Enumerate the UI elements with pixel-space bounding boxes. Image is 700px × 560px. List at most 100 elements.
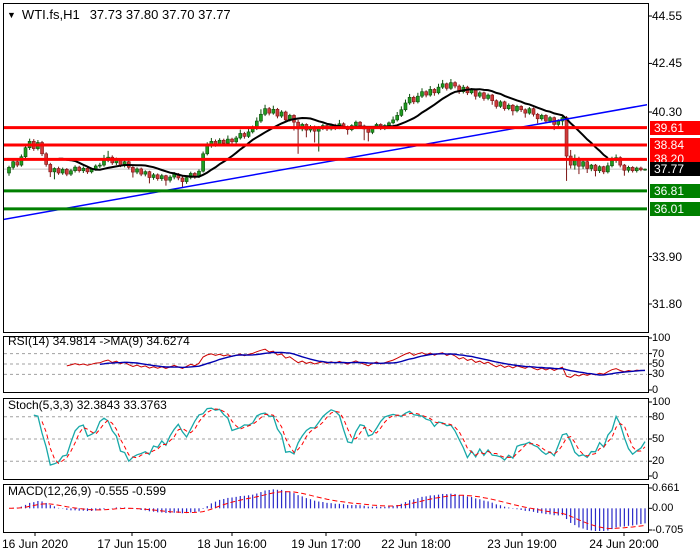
candle-body [56,168,61,174]
candle-body [69,170,73,175]
candle-body [498,101,503,107]
candle-body [358,121,362,127]
stoch-k-line[interactable] [33,407,646,466]
rsi-ma-line[interactable] [99,351,646,376]
candle-body [7,167,11,174]
candle-body [184,177,189,182]
current-price-badge: 37.77 [650,162,700,177]
candle-body [449,82,453,89]
candle-body [135,168,139,173]
candle-body [155,174,160,179]
time-tick-label: 18 Jun 16:00 [197,537,267,551]
stoch-scale-label: 100 [652,396,671,408]
candle-body [60,169,65,174]
macd-indicator-label: MACD(12,26,9) -0.555 -0.599 [8,484,167,498]
candle-body [601,166,606,173]
stoch-scale-label: 80 [652,410,665,423]
rsi-indicator-label: RSI(14) 34.9814 ->MA(9) 34.6274 [8,334,190,348]
candle-body [48,164,53,173]
candle-body [606,165,610,173]
candle-body [502,101,507,109]
candle-body [527,108,532,114]
macd-scale-label: 0.661 [652,482,680,494]
candle-body [420,91,424,97]
candle-body [234,137,238,143]
candle-body [226,138,230,144]
candle-body [283,111,288,121]
price-tick-label: 33.90 [652,249,683,264]
candle-body [201,153,205,172]
trendline[interactable] [3,103,648,221]
candle-body [531,108,536,115]
candle-body [539,115,544,120]
price-tick-label: 31.80 [652,297,683,311]
candle-body [259,113,263,122]
candle-body [354,121,358,126]
candle-body [544,115,548,122]
candle-body [180,177,185,182]
candle-body [581,161,585,167]
candle-body [564,117,569,157]
candle-body [630,167,635,172]
ohlc-values: 37.73 37.80 37.70 37.77 [89,7,231,22]
candle-body [160,175,164,179]
candle-body [506,104,511,109]
candle-body [81,167,86,172]
candle-body [23,147,28,158]
time-tick-label: 17 Jun 15:00 [97,537,167,551]
resistance-price-badge: 39.61 [650,120,700,135]
candle-body [102,160,106,166]
support-price-badge: 36.81 [650,183,700,198]
time-tick-label: 16 Jun 2020 [1,537,69,551]
rsi-scale-label: 30 [652,368,665,381]
candle-body [453,82,457,87]
stoch-d-line[interactable] [41,408,646,465]
symbol-timeframe-label: WTI.fs,H1 [21,7,80,22]
rsi-scale-label: 70 [652,347,665,360]
price-tick-label: 42.45 [652,56,683,71]
ma-line[interactable] [58,88,609,178]
candle-body [391,119,395,124]
candle-body [271,108,276,114]
stoch-indicator-label: Stoch(5,3,3) 32.3843 33.3763 [8,398,167,412]
main-plot-group [3,79,648,221]
candle-body [411,97,416,103]
candle-body [643,168,647,171]
candle-body [73,166,77,172]
candle-body [440,83,445,88]
time-tick-label: 22 Jun 18:00 [381,537,451,551]
candle-body [164,175,168,181]
candle-body [15,161,20,166]
candle-body [52,168,57,173]
candle-body [519,106,523,111]
time-tick-label: 24 Jun 20:00 [589,537,659,551]
candle-body [490,94,495,102]
time-tick-label: 23 Jun 19:00 [487,537,557,551]
rsi-scale-label: 100 [652,332,671,344]
time-tick-label: 19 Jun 17:00 [291,537,361,551]
macd-signal-line[interactable] [8,491,646,530]
candle-body [263,108,267,115]
candle-body [523,109,528,114]
candle-body [482,92,486,99]
stoch-scale-label: 50 [652,433,665,445]
candle-body [205,145,210,155]
candle-body [597,166,602,172]
candle-body [238,133,243,139]
candle-body [279,111,284,117]
symbol-dropdown-icon[interactable]: ▼ [7,10,16,20]
candle-body [387,122,391,126]
candle-body [366,128,371,133]
candle-body [432,89,437,94]
candle-body [511,104,515,112]
candle-body [77,166,82,172]
candle-body [556,120,561,125]
candle-body [424,91,428,96]
candle-body [515,106,519,112]
candle-body [548,117,552,122]
macd-panel[interactable] [3,484,649,533]
price-tick-label: 44.55 [652,9,683,23]
candle-body [593,164,598,172]
